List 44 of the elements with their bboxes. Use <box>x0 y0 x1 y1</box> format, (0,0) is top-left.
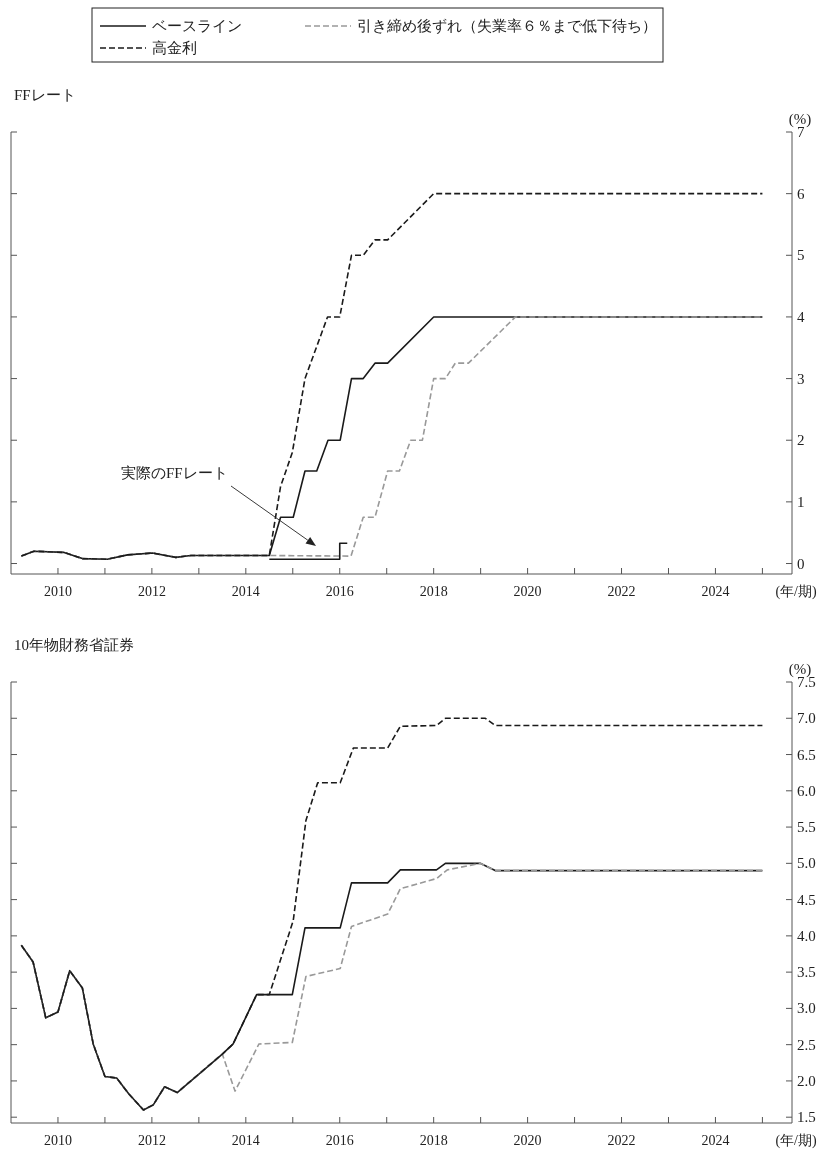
x-tick-label: 2016 <box>325 1133 354 1148</box>
x-tick-label: 2012 <box>137 1133 166 1148</box>
y-tick-label: 6 <box>797 185 805 202</box>
x-tick-label: 2022 <box>607 584 636 599</box>
legend-label: 高金利 <box>152 40 197 56</box>
y-tick-label: 5 <box>797 247 805 264</box>
y-tick-label: 0 <box>797 555 805 572</box>
y-tick-label: 2.5 <box>797 1036 816 1053</box>
y-tick-label: 1 <box>797 493 805 510</box>
y-tick-label: 2.0 <box>797 1072 816 1089</box>
y-tick-label: 7.0 <box>797 710 816 727</box>
y-tick-label: 3.0 <box>797 1000 816 1017</box>
y-tick-label: 4 <box>797 308 805 325</box>
y-tick-label: 3 <box>797 370 805 387</box>
x-tick-label: 2022 <box>607 1133 636 1148</box>
x-tick-label: 2014 <box>231 584 260 599</box>
y-tick-label: 5.5 <box>797 819 816 836</box>
chart-title: 10年物財務省証券 <box>14 637 134 653</box>
y-tick-label: 6.0 <box>797 782 816 799</box>
y-tick-label: 1.5 <box>797 1109 816 1126</box>
x-tick-label: 2018 <box>419 584 448 599</box>
y-tick-label: 4.0 <box>797 927 816 944</box>
annotation: 実際のFFレート <box>121 465 228 481</box>
y-tick-label: 4.5 <box>797 891 816 908</box>
x-tick-label: 2014 <box>231 1133 260 1148</box>
y-tick-label: 6.5 <box>797 746 816 763</box>
y-tick-label: 5.0 <box>797 855 816 872</box>
x-tick-label: 2010 <box>43 1133 72 1148</box>
x-tick-label: 2024 <box>701 1133 730 1148</box>
x-tick-label: 2020 <box>513 584 542 599</box>
x-tick-label: 2010 <box>43 584 72 599</box>
legend-label: 引き締め後ずれ（失業率６％まで低下待ち） <box>357 18 657 35</box>
x-tick-label: 2018 <box>419 1133 448 1148</box>
x-tick-label: 2012 <box>137 584 166 599</box>
x-axis-title: (年/期) <box>775 584 817 600</box>
chart-title: FFレート <box>14 87 76 103</box>
y-axis-title: (%) <box>788 661 812 678</box>
y-tick-label: 3.5 <box>797 964 816 981</box>
x-axis-title: (年/期) <box>775 1133 817 1149</box>
legend-label: ベースライン <box>152 18 242 34</box>
x-tick-label: 2016 <box>325 584 354 599</box>
x-tick-label: 2020 <box>513 1133 542 1148</box>
x-tick-label: 2024 <box>701 584 730 599</box>
y-tick-label: 2 <box>797 432 805 449</box>
